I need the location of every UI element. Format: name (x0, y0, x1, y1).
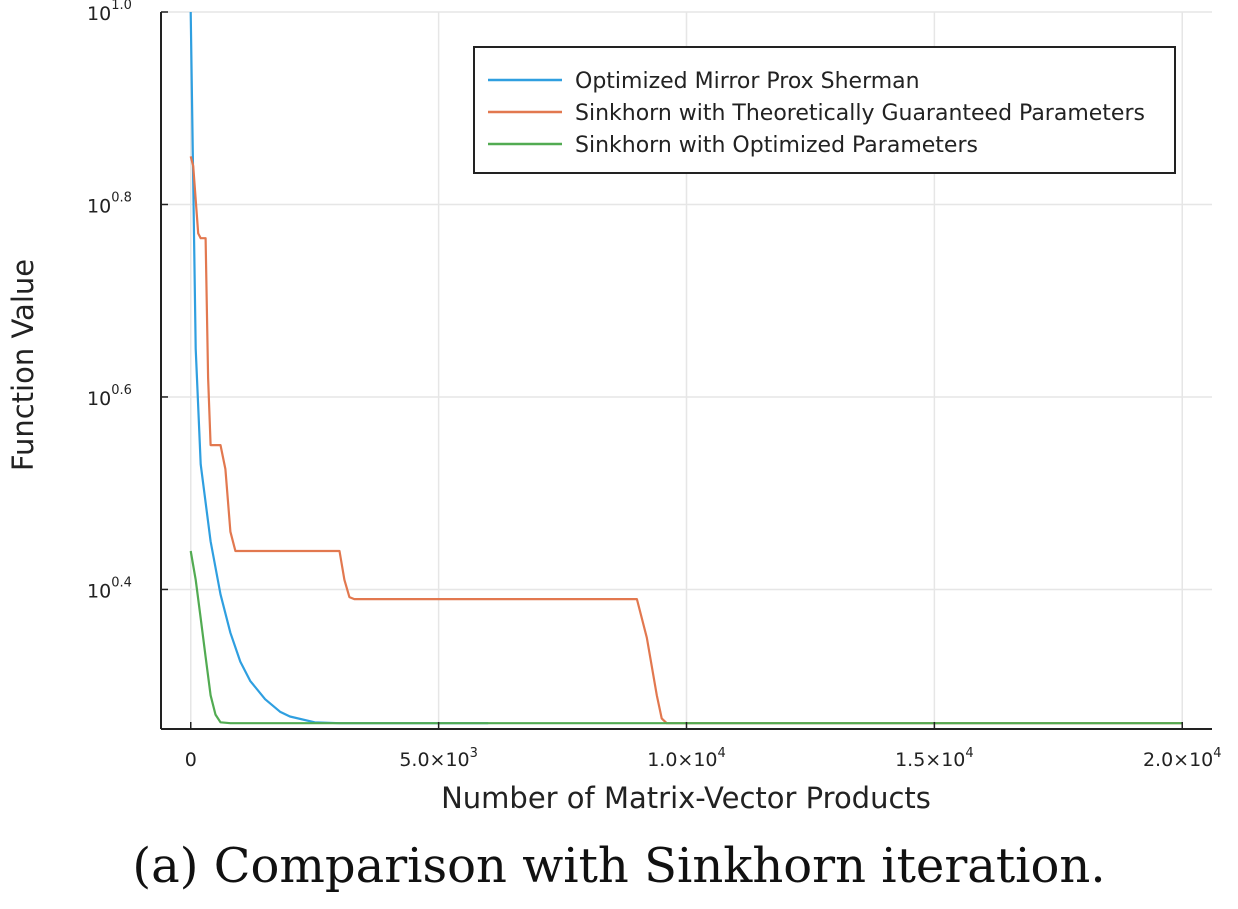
x-tick-label: 2.0×104 (1143, 746, 1222, 771)
series-line-3 (189, 550, 1183, 725)
series-line-2 (189, 156, 1183, 725)
x-axis-label: Number of Matrix-Vector Products (441, 781, 931, 815)
legend: Optimized Mirror Prox Sherman Sinkhorn wi… (473, 46, 1176, 174)
series-line-1 (189, 11, 489, 725)
legend-label: Sinkhorn with Theoretically Guaranteed P… (575, 101, 1145, 126)
y-tick-label: 101.0 (87, 0, 132, 25)
axes (160, 11, 1212, 730)
x-tick-label: 1.5×104 (895, 746, 974, 771)
legend-label: Sinkhorn with Optimized Parameters (575, 133, 978, 158)
x-tick-label: 0 (185, 749, 197, 771)
y-tick-label: 100.4 (87, 575, 132, 602)
legend-label: Optimized Mirror Prox Sherman (575, 69, 920, 94)
y-tick-label: 100.8 (87, 190, 132, 217)
legend-box (473, 46, 1176, 174)
y-axis-label: Function Value (6, 259, 40, 471)
x-tick-label: 1.0×104 (647, 746, 726, 771)
y-tick-label: 100.6 (87, 383, 132, 410)
chart-canvas: 0 5.0×103 1.0×104 1.5×104 2.0×104 101.0 100.8 1… (6, 0, 1222, 815)
figure-caption: (a) Comparison with Sinkhorn iteration. (132, 838, 1106, 894)
x-tick-label: 5.0×103 (399, 746, 478, 771)
series-layer (189, 11, 1183, 725)
